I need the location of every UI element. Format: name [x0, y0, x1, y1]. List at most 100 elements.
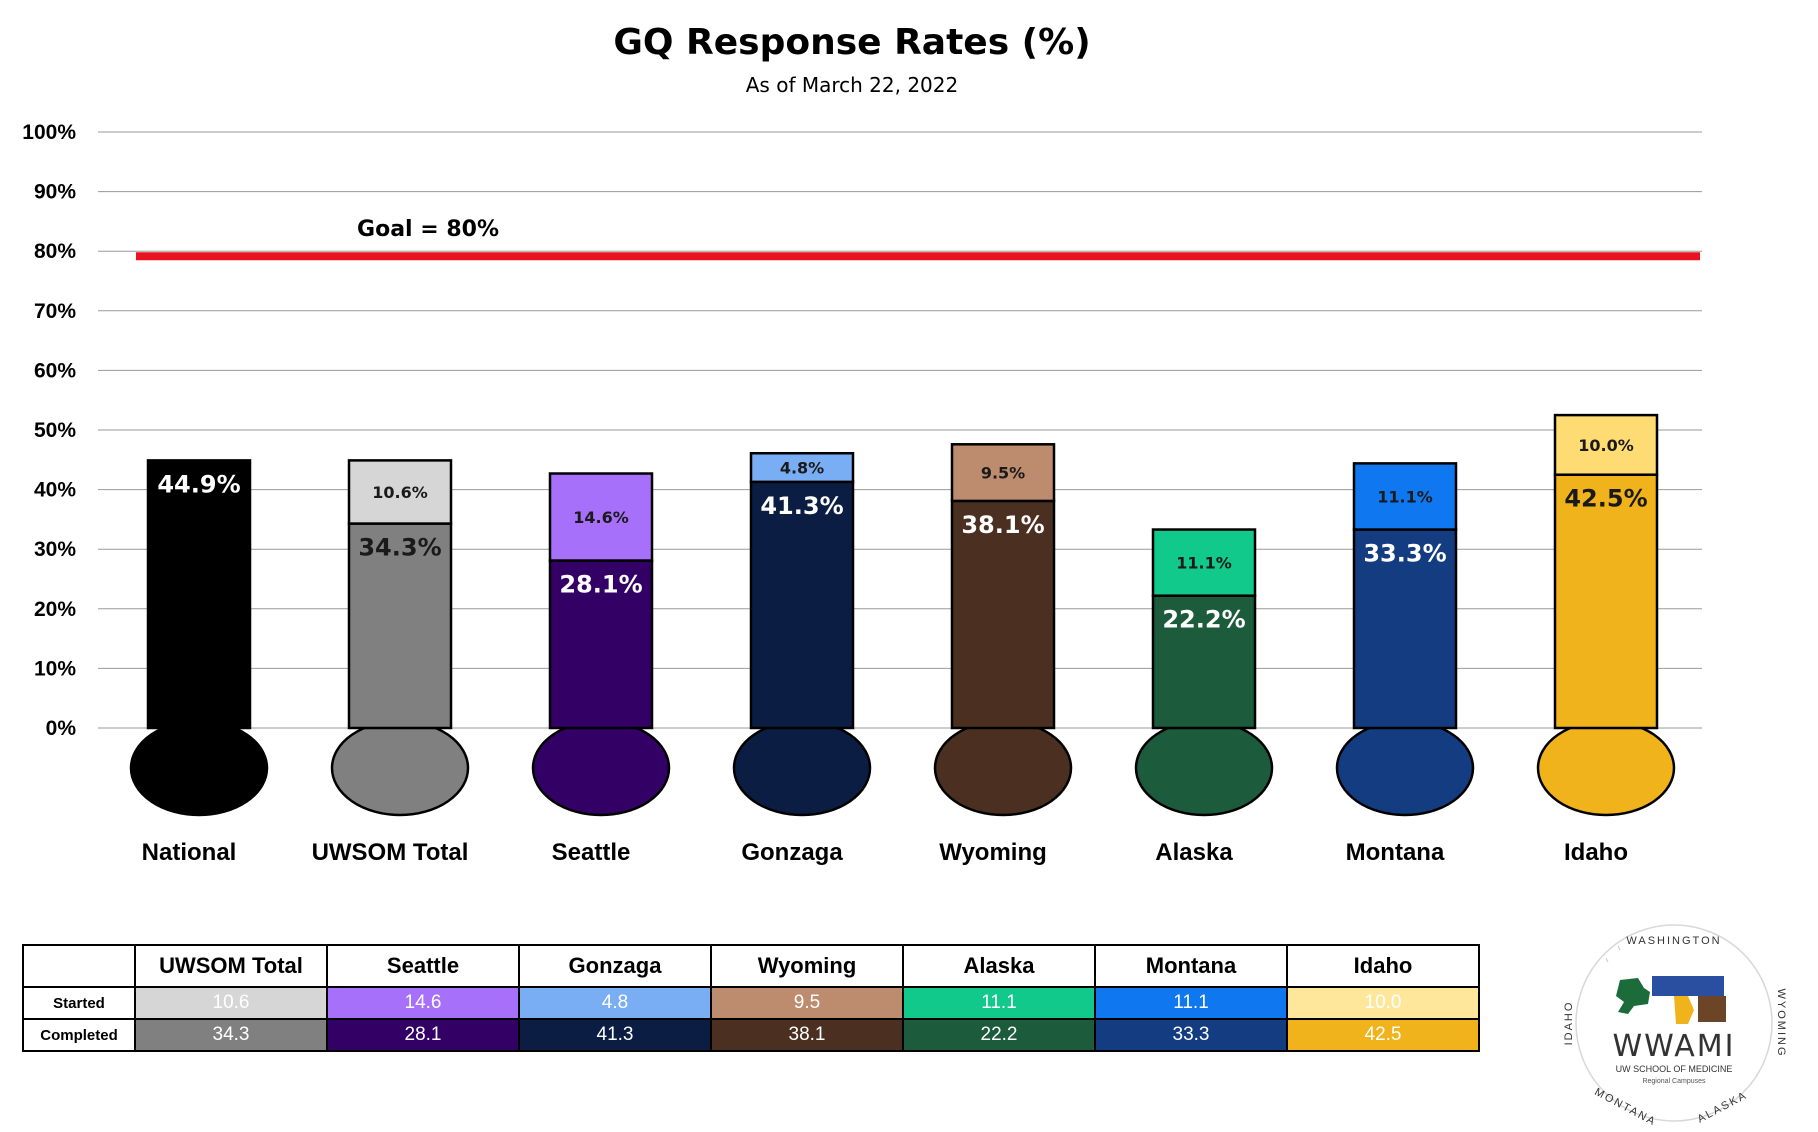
table-header-row: UWSOM Total Seattle Gonzaga Wyoming Alaska Mo…: [22, 944, 1480, 988]
started-data-label: 11.1%: [1377, 487, 1433, 506]
table-cell: 4.8: [518, 986, 712, 1020]
table-column-header: UWSOM Total: [134, 944, 328, 988]
gridlines: [98, 131, 1702, 729]
completed-data-label: 44.9%: [157, 470, 240, 498]
bar-started: [1151, 528, 1257, 597]
y-axis-ticks: 0% 10% 20% 30% 40% 50% 60% 70% 80% 90% 100%: [22, 121, 76, 740]
table-cell: 22.2: [902, 1018, 1096, 1052]
table-cell: 38.1: [710, 1018, 904, 1052]
completed-data-label: 42.5%: [1564, 485, 1647, 513]
y-tick-label: 70%: [34, 300, 76, 323]
table-cell: 41.3: [518, 1018, 712, 1052]
bar-group: 9.5% 38.1%: [933, 443, 1073, 817]
completed-data-label: 34.3%: [358, 534, 441, 562]
bar-bulb: [531, 719, 671, 817]
table-column-header: Seattle: [326, 944, 520, 988]
completed-data-label: 22.2%: [1162, 606, 1245, 634]
chart-subtitle: As of March 22, 2022: [746, 73, 958, 97]
started-data-label: 9.5%: [981, 464, 1025, 483]
wwami-logo: WWAMI UW SCHOOL OF MEDICINE Regional Cam…: [1563, 924, 1787, 1128]
table-column-header: Wyoming: [710, 944, 904, 988]
bar-group: 4.8% 41.3%: [732, 451, 872, 817]
table-cell: 28.1: [326, 1018, 520, 1052]
table-body: Started 10.6 14.6 4.8 9.5 11.1 11.1 10.0 Complet…: [22, 986, 1480, 1052]
bar-group: 11.1% 22.2%: [1134, 528, 1274, 817]
table-cell: 11.1: [1094, 986, 1288, 1020]
table-cell: 11.1: [902, 986, 1096, 1020]
bar-completed: [347, 522, 453, 730]
bar-bulb: [1134, 719, 1274, 817]
table-cell: 42.5: [1286, 1018, 1480, 1052]
category-label: Idaho: [1564, 839, 1628, 866]
y-tick-label: 10%: [34, 657, 76, 680]
y-tick-label: 40%: [34, 479, 76, 502]
table-column-header: Gonzaga: [518, 944, 712, 988]
y-tick-label: 80%: [34, 240, 76, 263]
category-label: Seattle: [552, 839, 631, 866]
y-tick-label: 100%: [22, 121, 76, 144]
bar-completed: [749, 480, 855, 730]
goal-label: Goal = 80%: [357, 217, 499, 242]
completed-data-label: 33.3%: [1363, 540, 1446, 568]
bar-group: 44.9%: [129, 459, 269, 817]
bar-group: 10.6% 34.3%: [330, 459, 470, 817]
started-data-label: 10.0%: [1578, 436, 1634, 455]
bar-completed: [1553, 473, 1659, 730]
category-label: Gonzaga: [741, 839, 843, 866]
bar-started: [347, 459, 453, 525]
started-data-label: 4.8%: [780, 459, 824, 478]
data-table: UWSOM Total Seattle Gonzaga Wyoming Alaska Mo…: [22, 944, 1480, 1052]
y-tick-label: 60%: [34, 359, 76, 382]
bar-bulb: [732, 719, 872, 817]
started-data-label: 11.1%: [1176, 554, 1232, 573]
logo-ring-washington: WASHINGTON: [1626, 935, 1721, 947]
table-column-header: Idaho: [1286, 944, 1480, 988]
category-label: UWSOM Total: [312, 839, 469, 866]
table-row: Started 10.6 14.6 4.8 9.5 11.1 11.1 10.0: [22, 986, 1480, 1020]
bar-group: 14.6% 28.1%: [531, 472, 671, 817]
response-rate-chart: GQ Response Rates (%) As of March 22, 20…: [22, 22, 1702, 866]
table-row-label: Started: [22, 986, 136, 1020]
completed-data-label: 41.3%: [760, 492, 843, 520]
category-label: National: [142, 839, 237, 866]
bar-bulb: [129, 719, 269, 817]
category-labels: National UWSOM Total Seattle Gonzaga Wyoming…: [142, 839, 1628, 866]
table-cell: 14.6: [326, 986, 520, 1020]
y-tick-label: 20%: [34, 598, 76, 621]
bar-completed: [548, 559, 654, 730]
completed-data-label: 38.1%: [961, 511, 1044, 539]
bar-bulb: [330, 719, 470, 817]
table-cell: 34.3: [134, 1018, 328, 1052]
bar-completed: [1352, 528, 1458, 730]
bar-group: 11.1% 33.3%: [1335, 462, 1475, 817]
table-corner-cell: [22, 944, 136, 988]
table-cell: 9.5: [710, 986, 904, 1020]
bar-started: [548, 472, 654, 562]
y-tick-label: 90%: [34, 181, 76, 204]
region-map-icon: [1616, 976, 1726, 1024]
bars: 44.9% 10.6% 34.3% 14.6% 28.1% 4.8% 41.3% 9.5% 38…: [129, 413, 1676, 817]
chart-title: GQ Response Rates (%): [613, 22, 1090, 63]
bar-bulb: [1335, 719, 1475, 817]
started-data-label: 10.6%: [372, 483, 428, 502]
started-data-label: 14.6%: [573, 508, 629, 527]
logo-name: WWAMI: [1613, 1029, 1736, 1064]
bar-completed: [146, 459, 252, 730]
bar-started: [950, 443, 1056, 503]
table-column-header: Alaska: [902, 944, 1096, 988]
category-label: Alaska: [1155, 839, 1233, 866]
y-tick-label: 50%: [34, 419, 76, 442]
table-cell: 10.0: [1286, 986, 1480, 1020]
bar-started: [749, 451, 855, 484]
completed-data-label: 28.1%: [559, 571, 642, 599]
bar-started: [1553, 413, 1659, 476]
table-row-label: Completed: [22, 1018, 136, 1052]
table-cell: 33.3: [1094, 1018, 1288, 1052]
bar-started: [1352, 462, 1458, 531]
logo-line2: Regional Campuses: [1642, 1078, 1706, 1085]
table-row: Completed 34.3 28.1 41.3 38.1 22.2 33.3 42.5: [22, 1018, 1480, 1052]
logo-ring-idaho: IDAHO: [1563, 1001, 1575, 1046]
logo-ring-wyoming: WYOMING: [1775, 989, 1787, 1058]
table-column-header: Montana: [1094, 944, 1288, 988]
y-tick-label: 0%: [46, 717, 77, 740]
